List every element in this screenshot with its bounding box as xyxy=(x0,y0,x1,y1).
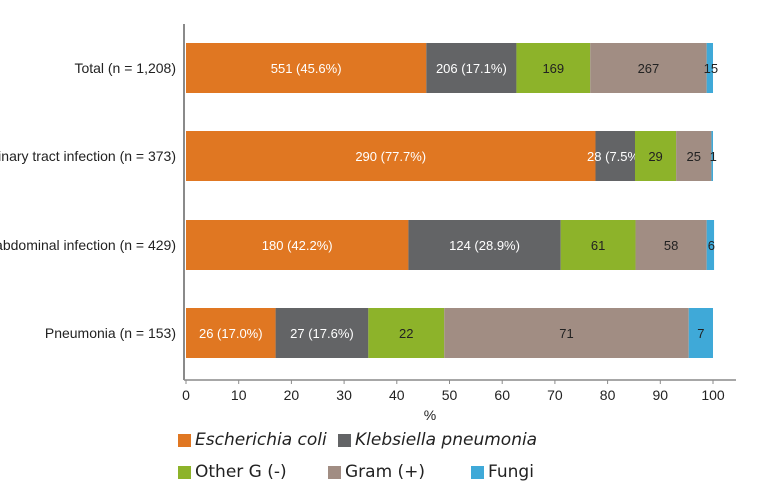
legend-item-escherichia-coli: Escherichia coli xyxy=(178,430,338,450)
data-label-klebsiella-pneumonia-1: 28 (7.5%) xyxy=(587,149,643,164)
category-label-3: Pneumonia (n = 153) xyxy=(45,325,176,341)
x-tick-label-10: 10 xyxy=(231,387,247,403)
bar-escherichia-coli-3 xyxy=(186,308,276,358)
data-label-other-g-3: 22 xyxy=(399,326,413,341)
data-label-gram-0: 267 xyxy=(638,61,660,76)
bar-escherichia-coli-2 xyxy=(186,220,409,270)
bar-fungi-1 xyxy=(711,131,713,181)
category-labels: Total (n = 1,208) Urinary tract infection… xyxy=(0,60,176,341)
bar-other-g-1 xyxy=(635,131,677,181)
bar-escherichia-coli-0 xyxy=(186,43,427,93)
data-label-gram-2: 58 xyxy=(664,238,678,253)
data-label-gram-3: 71 xyxy=(559,326,573,341)
bar-other-g-2 xyxy=(560,220,636,270)
data-label-fungi-3: 7 xyxy=(697,326,704,341)
data-label-klebsiella-pneumonia-2: 124 (28.9%) xyxy=(449,238,520,253)
bar-klebsiella-pneumonia-2 xyxy=(408,220,561,270)
x-tick-label-0: 0 xyxy=(182,387,190,403)
legend-item-other-gram-negative: Other G (-) xyxy=(178,462,328,482)
data-label-escherichia-coli-0: 551 (45.6%) xyxy=(271,61,342,76)
legend-label-other-gram-negative: Other G (-) xyxy=(195,462,287,482)
legend-swatch-gram-positive xyxy=(328,465,341,479)
bar-gram-1 xyxy=(676,131,712,181)
bar-other-g-0 xyxy=(516,43,591,93)
bar-klebsiella-pneumonia-0 xyxy=(426,43,517,93)
x-tick-label-90: 90 xyxy=(653,387,669,403)
axes: 0 10 20 30 40 50 60 70 80 90 100 xyxy=(182,24,736,403)
data-label-escherichia-coli-3: 26 (17.0%) xyxy=(199,326,263,341)
bar-fungi-0 xyxy=(706,43,713,93)
data-label-other-g-1: 29 xyxy=(648,149,662,164)
x-tick-label-50: 50 xyxy=(442,387,458,403)
legend-swatch-other-gram-negative xyxy=(178,465,191,479)
legend-swatch-klebsiella-pneumonia xyxy=(338,433,351,447)
data-label-fungi-1: 1 xyxy=(710,149,717,164)
data-label-other-g-0: 169 xyxy=(542,61,564,76)
legend-label-gram-positive: Gram (+) xyxy=(345,462,426,482)
x-tick-label-80: 80 xyxy=(600,387,616,403)
legend-item-klebsiella-pneumonia: Klebsiella pneumonia xyxy=(338,430,537,450)
legend: Escherichia coli Klebsiella pneumonia Ot… xyxy=(178,424,738,488)
bar-gram-2 xyxy=(635,220,707,270)
x-tick-label-70: 70 xyxy=(547,387,563,403)
data-label-fungi-0: 15 xyxy=(704,61,718,76)
legend-swatch-escherichia-coli xyxy=(178,433,191,447)
bar-fungi-2 xyxy=(706,220,715,270)
data-label-fungi-2: 6 xyxy=(708,238,715,253)
bar-gram-3 xyxy=(444,308,689,358)
x-tick-label-100: 100 xyxy=(701,387,725,403)
legend-row-2: Other G (-) Gram (+) Fungi xyxy=(178,456,738,488)
x-tick-label-20: 20 xyxy=(284,387,300,403)
category-label-2: Intra-abdominal infection (n = 429) xyxy=(0,237,176,253)
bar-escherichia-coli-1 xyxy=(186,131,596,181)
category-label-1: Urinary tract infection (n = 373) xyxy=(0,148,176,164)
bar-gram-0 xyxy=(590,43,707,93)
legend-label-klebsiella-pneumonia: Klebsiella pneumonia xyxy=(355,430,538,450)
bar-fungi-3 xyxy=(688,308,713,358)
bar-klebsiella-pneumonia-1 xyxy=(595,131,636,181)
category-label-0: Total (n = 1,208) xyxy=(74,60,176,76)
legend-label-escherichia-coli: Escherichia coli xyxy=(195,430,327,450)
legend-swatch-fungi xyxy=(471,465,484,479)
data-label-klebsiella-pneumonia-0: 206 (17.1%) xyxy=(436,61,507,76)
bars-layer: 551 (45.6%) 206 (17.1%) 169 267 15 290 (77.7%… xyxy=(186,43,718,358)
legend-row-1: Escherichia coli Klebsiella pneumonia xyxy=(178,424,738,456)
data-label-escherichia-coli-1: 290 (77.7%) xyxy=(355,149,426,164)
x-axis-title: % xyxy=(424,407,436,423)
x-tick-label-60: 60 xyxy=(494,387,510,403)
legend-item-gram-positive: Gram (+) xyxy=(328,462,471,482)
data-label-klebsiella-pneumonia-3: 27 (17.6%) xyxy=(290,326,354,341)
data-label-escherichia-coli-2: 180 (42.2%) xyxy=(262,238,333,253)
x-tick-label-30: 30 xyxy=(336,387,352,403)
bar-klebsiella-pneumonia-3 xyxy=(275,308,369,358)
bar-other-g-3 xyxy=(368,308,445,358)
data-label-other-g-2: 61 xyxy=(591,238,605,253)
legend-label-fungi: Fungi xyxy=(488,462,534,482)
data-label-gram-1: 25 xyxy=(687,149,701,164)
legend-item-fungi: Fungi xyxy=(471,462,534,482)
x-tick-label-40: 40 xyxy=(389,387,405,403)
